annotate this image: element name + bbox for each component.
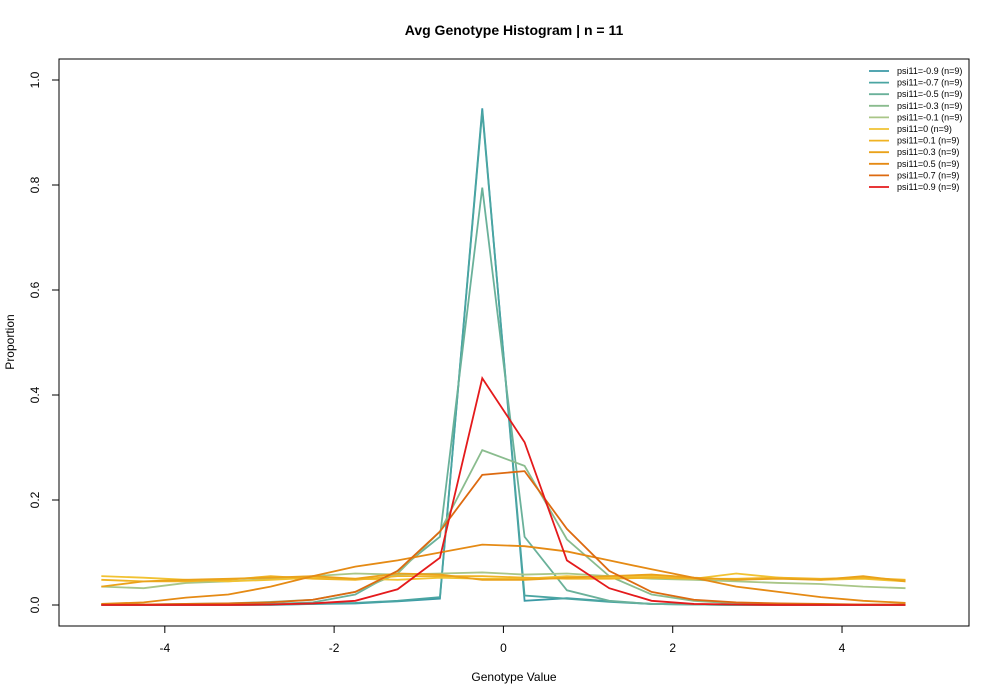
y-axis: 0.0 0.2 0.4 0.6 0.8 1.0 [28,71,59,613]
y-tick-label: 1.0 [28,71,42,88]
y-tick-label: 0.6 [28,281,42,298]
legend-entry: psi11=0.3 (n=9) [897,147,959,157]
series-line-2 [101,187,906,606]
x-tick-label: 0 [500,641,507,655]
legend-entry: psi11=-0.5 (n=9) [897,89,962,99]
plot-frame [58,58,970,627]
x-tick-label: 2 [669,641,676,655]
legend-entry: psi11=0.9 (n=9) [897,182,959,192]
series-line-8 [101,543,906,605]
x-axis-label: Genotype Value [471,670,556,684]
series-lines [101,108,906,606]
y-tick-label: 0.0 [28,596,42,613]
y-tick-label: 0.4 [28,386,42,403]
legend-entry: psi11=-0.1 (n=9) [897,112,962,122]
legend-entry: psi11=0.7 (n=9) [897,170,959,180]
chart-title: Avg Genotype Histogram | n = 11 [405,22,624,38]
series-line-7 [101,572,906,588]
legend-entry: psi11=-0.3 (n=9) [897,101,962,111]
x-axis: -4 -2 0 2 4 [159,626,846,655]
y-axis-label: Proportion [3,314,17,369]
x-tick-label: 4 [839,641,846,655]
y-tick-label: 0.8 [28,176,42,193]
series-line-9 [101,470,906,606]
y-tick-label: 0.2 [28,491,42,508]
legend-entry: psi11=0.1 (n=9) [897,136,959,146]
legend-entry: psi11=-0.7 (n=9) [897,78,962,88]
legend-entry: psi11=-0.9 (n=9) [897,66,962,76]
series-line-10 [101,375,906,606]
x-tick-label: -2 [329,641,340,655]
legend-entry: psi11=0.5 (n=9) [897,159,959,169]
x-tick-label: -4 [159,641,170,655]
legend-entry: psi11=0 (n=9) [897,124,952,134]
legend: psi11=-0.9 (n=9)psi11=-0.7 (n=9)psi11=-0… [869,66,962,192]
